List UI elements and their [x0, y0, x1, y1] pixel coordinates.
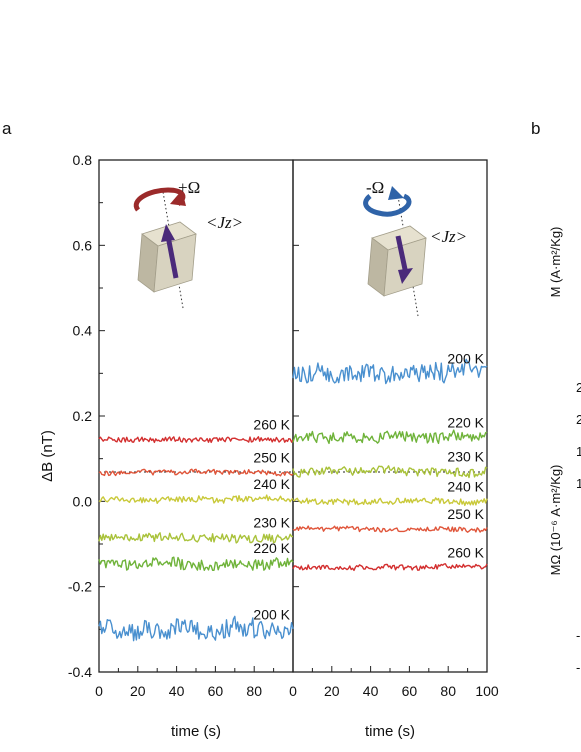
series-label: 240 K: [253, 476, 290, 492]
right-spin-arrow-icon: [395, 235, 409, 275]
y-tick-label: -0.4: [68, 664, 92, 680]
series-line-200k: [292, 358, 488, 385]
right-spin-arrowhead-icon: [398, 268, 413, 284]
clipped-tick-fragment: 1: [576, 476, 581, 491]
series-line-260k: [98, 436, 294, 444]
x-tick-label: 100: [475, 683, 499, 699]
left-omega-label: +Ω: [178, 178, 200, 197]
clipped-tick-fragment: 2: [576, 412, 581, 427]
clipped-tick-fragment: 2: [576, 380, 581, 395]
x-tick-label: 20: [324, 683, 340, 699]
left-spin-arrow-icon: [165, 235, 179, 279]
clipped-ylabel-top: M (A·m²/Kg): [548, 227, 563, 298]
y-tick-label: 0.4: [73, 323, 93, 339]
series-line-250k: [98, 468, 294, 477]
series-label: 200 K: [253, 606, 290, 622]
series-label: 240 K: [447, 478, 484, 494]
left-rotation-inset: +Ω <Jz>: [133, 178, 243, 309]
series-label: 260 K: [447, 544, 484, 560]
y-tick-label: -0.2: [68, 579, 92, 595]
right-rotation-inset: -Ω <Jz>: [363, 178, 467, 317]
y-tick-label: 0.2: [73, 408, 93, 424]
x-tick-label: 40: [363, 683, 379, 699]
series-line-230k: [98, 532, 293, 544]
series-label: 220 K: [447, 414, 484, 430]
clipped-tick-fragment: 1: [576, 444, 581, 459]
series-line-220k: [292, 429, 488, 445]
left-spin-arrowhead-icon: [161, 224, 175, 242]
clipped-tick-fragment: -1: [576, 628, 581, 643]
series-line-240k: [98, 494, 294, 504]
clipped-ylabel-bottom: MΩ (10⁻⁶ A·m²/Kg): [548, 465, 563, 576]
series-line-220k: [98, 556, 294, 571]
left-rotation-arrowhead-icon: [170, 190, 186, 206]
clipped-tick-fragment: -1: [576, 660, 581, 675]
series-label: 250 K: [253, 449, 290, 465]
series-line-250k: [292, 525, 488, 533]
x-tick-label: 80: [246, 683, 262, 699]
series-label: 250 K: [447, 506, 484, 522]
x-tick-label: 80: [440, 683, 456, 699]
y-tick-label: 0.0: [73, 493, 93, 509]
x-tick-label: 0: [289, 683, 297, 699]
x-tick-label: 20: [130, 683, 146, 699]
right-jz-label: <Jz>: [430, 227, 467, 246]
series-label: 200 K: [447, 350, 484, 366]
series-line-230k: [292, 465, 488, 479]
panel-letter-a: a: [2, 119, 12, 138]
x-tick-label: 0: [95, 683, 103, 699]
right-x-axis-title: time (s): [365, 723, 415, 740]
y-axis-title: ΔB (nT): [39, 430, 56, 482]
series-line-240k: [292, 497, 488, 507]
series-label: 260 K: [253, 416, 290, 432]
series-label: 230 K: [447, 448, 484, 464]
left-jz-label: <Jz>: [206, 213, 243, 232]
right-rotation-arrowhead-icon: [388, 186, 404, 200]
series-line-200k: [98, 615, 294, 642]
panel-letter-b: b: [531, 119, 540, 138]
y-tick-label: 0.8: [73, 152, 93, 168]
right-omega-label: -Ω: [366, 178, 384, 197]
x-tick-label: 60: [402, 683, 418, 699]
x-tick-label: 60: [208, 683, 224, 699]
y-tick-label: 0.6: [73, 237, 93, 253]
left-x-axis-title: time (s): [171, 723, 221, 740]
series-label: 230 K: [253, 515, 290, 531]
x-tick-label: 40: [169, 683, 185, 699]
series-line-260k: [292, 563, 488, 572]
series-label: 220 K: [253, 540, 290, 556]
left-rotation-axis: [161, 185, 184, 309]
right-rotation-arrow-icon: [363, 193, 412, 217]
